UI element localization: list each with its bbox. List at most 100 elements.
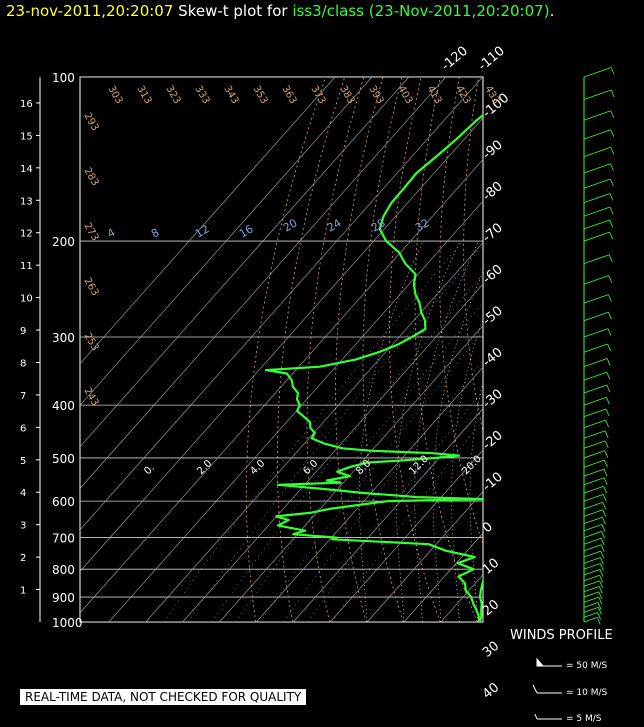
altitude-label-1: 1: [20, 586, 26, 597]
isotherm--80: [108, 200, 483, 622]
wind-barb-feather-940: [597, 602, 602, 610]
wind-barb-feather-700: [601, 531, 605, 539]
isotherm-label--10: -10: [480, 470, 506, 495]
dry-adiabat-label-363: 363: [279, 84, 298, 106]
wind-barb-180: [583, 206, 611, 217]
pressure-label-1000: 1000: [52, 616, 83, 630]
wind-barb-feather-420: [605, 408, 610, 417]
wind-barb-700: [583, 531, 602, 538]
wind-barb-feather-360: [606, 372, 611, 380]
altitude-label-7: 7: [20, 391, 26, 402]
title-date: 23-nov-2011,20:20:07: [6, 2, 174, 20]
wind-barb-feather-170: [609, 193, 614, 201]
wind-barb-feather-240: [608, 275, 613, 283]
dry-adiabat-label-353: 353: [250, 84, 269, 106]
wind-barb-110: [583, 89, 612, 100]
isotherm--100: [80, 117, 483, 572]
mixing-ratio-label-8: 8: [149, 226, 162, 241]
mixing-ratio-28: [307, 389, 483, 622]
wind-barb-460: [583, 430, 606, 439]
mixing-ratio-12: [211, 273, 483, 622]
dry-adiabat-label-303: 303: [105, 84, 124, 106]
altitude-label-11: 11: [20, 261, 33, 272]
wind-barb-340: [583, 358, 608, 368]
wind-barb-860: [583, 580, 600, 587]
dry-adiabat-label-283: 283: [81, 166, 100, 188]
wind-barb-feather-780: [600, 557, 604, 565]
isotherm--140: [80, 77, 373, 406]
wind-barb-feather-540: [603, 468, 608, 477]
isotherm--10: [366, 491, 483, 622]
pressure-label-800: 800: [52, 563, 75, 577]
wind-barb-200: [583, 231, 610, 242]
altitude-label-2: 2: [20, 553, 26, 564]
isotherm-30: [515, 77, 644, 622]
wind-barb-980: [583, 612, 598, 618]
dry-adiabat-233: [245, 77, 326, 622]
dry-adiabat-343: [531, 77, 644, 622]
wind-barb-feather-220: [608, 254, 613, 262]
wind-barb-feather-320: [607, 343, 611, 352]
isotherm-label--30: -30: [480, 387, 506, 412]
wind-barb-420: [583, 408, 607, 418]
wind-barb-feather-110: [610, 89, 615, 98]
mixing-ratio-label-4: 4: [105, 226, 118, 241]
wind-barb-800: [583, 563, 601, 570]
dry-adiabat-263: [335, 77, 384, 622]
pressure-label-600: 600: [52, 495, 75, 509]
wind-barb-feather-100: [610, 67, 615, 75]
wind-barb-260: [583, 294, 609, 304]
isotherm--110: [80, 77, 483, 531]
isotherm--40: [256, 366, 483, 622]
wind-barb-760: [583, 550, 601, 558]
isotherm-label--50: -50: [480, 304, 506, 329]
dry-adiabat-label-253: 253: [81, 331, 100, 353]
mixing-ratio-label-20: 20: [281, 216, 300, 234]
wind-barb-feather-760: [600, 551, 605, 559]
wind-barb-feather-560: [603, 477, 608, 485]
altitude-label-3: 3: [20, 521, 26, 532]
dry-adiabat-label-393: 393: [366, 84, 385, 106]
dry-adiabat-label-333: 333: [192, 84, 211, 106]
wind-barb-feather-620: [602, 502, 607, 510]
moist-adiabat-label-4: 8.0: [354, 458, 373, 477]
altitude-label-15: 15: [20, 131, 33, 142]
wind-barb-feather-460: [604, 430, 609, 438]
moist-adiabat-1: [395, 240, 461, 622]
wind-barb-580: [583, 485, 604, 494]
mixing-ratio-8: [187, 245, 483, 622]
dry-adiabat-373: [593, 77, 644, 622]
wind-barb-feather-300: [607, 328, 612, 336]
wind-barb-620: [583, 501, 603, 510]
wind-barb-600: [583, 493, 604, 502]
isotherm--60: [182, 283, 483, 622]
dry-adiabat-323: [487, 77, 588, 622]
mixing-ratio-label-16: 16: [237, 222, 256, 240]
isotherm-label--80: -80: [480, 179, 506, 204]
wind-barb-880: [583, 586, 600, 593]
title-source: iss3/class: [292, 2, 364, 20]
altitude-label-9: 9: [20, 326, 26, 337]
wind-barb-feather-500: [604, 450, 609, 458]
wind-barb-560: [583, 477, 605, 486]
wind-legend-5: = 5 M/S: [566, 714, 602, 724]
isotherm--130: [80, 77, 410, 448]
dry-adiabat-383: [612, 77, 644, 622]
dry-adiabat-243: [277, 77, 346, 622]
wind-barb-240: [583, 275, 609, 285]
wind-barb-500: [583, 450, 605, 459]
wind-barb-feather-480: [604, 440, 609, 449]
wind-barb-680: [583, 524, 603, 532]
moist-adiabat-label-5: 12.0: [407, 454, 431, 478]
dry-adiabat-293: [414, 77, 478, 622]
wind-barb-feather-160: [610, 178, 614, 187]
wind-barb-feather-380: [606, 384, 611, 393]
dry-adiabat-363: [573, 77, 644, 622]
altitude-label-16: 16: [20, 99, 33, 110]
dry-adiabat-label-373: 373: [308, 84, 327, 106]
wind-barb-feather-180: [609, 206, 614, 215]
wind-barb-feather-580: [603, 486, 607, 494]
wind-legend-glyph-10: [532, 684, 562, 694]
wind-barb-440: [583, 419, 606, 429]
pressure-label-900: 900: [52, 591, 75, 605]
